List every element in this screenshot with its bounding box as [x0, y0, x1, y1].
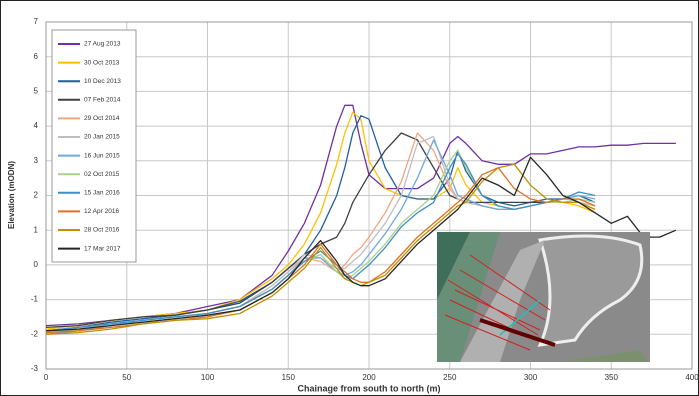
legend-label: 07 Feb 2014 [84, 97, 121, 104]
legend-label: 17 Mar 2017 [84, 245, 121, 252]
page: {"chart_data": {"type": "line", "y_label… [0, 0, 699, 396]
x-tick-label: 300 [524, 373, 538, 382]
y-tick-label: 3 [34, 156, 39, 165]
y-tick-label: 0 [34, 260, 39, 269]
x-tick-label: 350 [605, 373, 619, 382]
x-axis-title: Chainage from south to north (m) [298, 383, 441, 393]
y-tick-label: 6 [34, 52, 39, 61]
legend-label: 29 Oct 2014 [84, 115, 120, 122]
legend-label: 15 Jan 2016 [84, 190, 120, 197]
y-tick-label: 1 [34, 225, 39, 234]
y-axis-title: Elevation (mODN) [7, 161, 16, 229]
legend-label: 12 Apr 2016 [84, 208, 119, 215]
y-tick-label: 7 [34, 17, 39, 26]
legend-label: 20 Jan 2015 [84, 134, 120, 141]
chart: -3 -2 -1 0 1 2 3 4 5 6 7 0 50 100 150 200 250 300 350 400 2… [0, 0, 699, 396]
y-tick-label: -2 [31, 329, 39, 338]
legend-label: 28 Oct 2016 [84, 227, 120, 234]
x-tick-label: 50 [122, 373, 131, 382]
x-tick-label: 0 [44, 373, 49, 382]
y-tick-label: 5 [34, 87, 39, 96]
legend: 27 Aug 2013 30 Oct 2013 10 Dec 2013 07 Feb … [52, 30, 136, 262]
y-tick-label: 4 [34, 121, 39, 130]
legend-label: 10 Dec 2013 [84, 78, 121, 85]
y-tick-label: 2 [34, 191, 39, 200]
legend-label: 30 Oct 2013 [84, 59, 120, 66]
x-tick-label: 250 [443, 373, 457, 382]
y-tick-label: -1 [31, 295, 39, 304]
inset-map [437, 232, 650, 362]
x-tick-label: 100 [201, 373, 215, 382]
y-tick-label: -3 [31, 364, 39, 373]
x-tick-label: 400 [685, 373, 699, 382]
legend-label: 16 Jun 2015 [84, 152, 120, 159]
legend-label: 02 Oct 2015 [84, 171, 120, 178]
x-tick-label: 200 [362, 373, 376, 382]
x-tick-label: 150 [282, 373, 296, 382]
legend-label: 27 Aug 2013 [84, 41, 121, 48]
